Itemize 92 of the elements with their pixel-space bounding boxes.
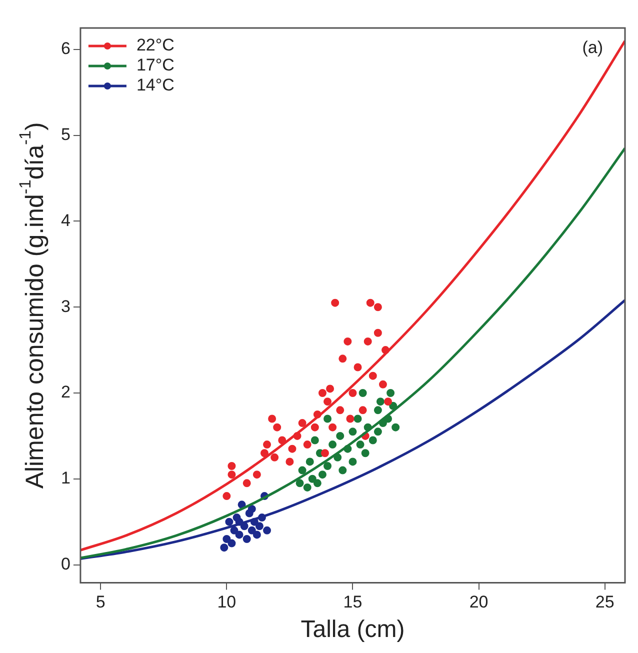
x-axis-title: Talla (cm) bbox=[300, 616, 405, 644]
point bbox=[320, 449, 329, 458]
point bbox=[378, 380, 387, 388]
point bbox=[331, 298, 340, 307]
point bbox=[242, 535, 251, 543]
point bbox=[235, 530, 244, 539]
point bbox=[248, 504, 256, 513]
point bbox=[346, 414, 354, 423]
legend-label: 14°C bbox=[136, 76, 174, 95]
point bbox=[356, 440, 364, 449]
x-tick-label: 5 bbox=[96, 592, 106, 612]
point bbox=[318, 470, 326, 479]
point bbox=[303, 440, 312, 449]
annotation: (a) bbox=[582, 38, 603, 58]
point bbox=[368, 372, 377, 380]
point bbox=[338, 466, 347, 474]
point bbox=[318, 389, 326, 397]
point bbox=[328, 423, 337, 432]
point bbox=[364, 337, 372, 346]
point bbox=[306, 458, 314, 466]
x-tick-label: 20 bbox=[469, 592, 488, 612]
point bbox=[338, 354, 347, 363]
y-tick-label: 4 bbox=[60, 210, 70, 230]
point bbox=[222, 492, 231, 500]
point bbox=[386, 389, 395, 397]
point bbox=[376, 398, 384, 406]
point bbox=[324, 462, 332, 470]
legend-label: 22°C bbox=[136, 36, 174, 55]
y-tick-label: 1 bbox=[60, 468, 70, 488]
point bbox=[268, 414, 276, 423]
legend-label: 17°C bbox=[136, 56, 174, 75]
y-tick-label: 3 bbox=[60, 296, 70, 316]
y-tick-label: 6 bbox=[60, 39, 70, 58]
point bbox=[326, 384, 334, 393]
point bbox=[384, 398, 392, 406]
point bbox=[310, 423, 319, 432]
point bbox=[358, 389, 367, 397]
point bbox=[313, 479, 322, 488]
point bbox=[303, 483, 312, 492]
y-tick-label: 5 bbox=[60, 125, 70, 144]
point bbox=[286, 458, 294, 466]
point bbox=[348, 458, 357, 466]
point bbox=[308, 474, 316, 483]
point bbox=[336, 406, 344, 414]
line-series bbox=[80, 298, 625, 560]
y-axis-title: Alimento consumido (g.ind-1día-1) bbox=[16, 122, 49, 489]
point bbox=[298, 419, 306, 428]
point bbox=[260, 449, 268, 458]
point bbox=[273, 423, 282, 432]
point bbox=[374, 328, 382, 337]
point bbox=[263, 440, 272, 449]
point bbox=[220, 544, 228, 552]
point bbox=[228, 470, 236, 479]
point bbox=[263, 526, 272, 534]
x-tick-label: 15 bbox=[343, 592, 362, 612]
point bbox=[248, 526, 256, 534]
point bbox=[344, 337, 352, 346]
point bbox=[252, 530, 261, 539]
point bbox=[270, 453, 279, 462]
y-tick-label: 2 bbox=[60, 382, 70, 402]
line-series bbox=[80, 146, 625, 560]
point bbox=[298, 466, 306, 474]
point bbox=[228, 539, 236, 548]
point bbox=[310, 436, 319, 444]
point bbox=[354, 363, 362, 372]
line-series bbox=[80, 40, 625, 552]
point bbox=[255, 522, 264, 530]
point bbox=[366, 298, 374, 307]
point bbox=[324, 398, 332, 406]
point bbox=[228, 462, 236, 470]
point bbox=[348, 389, 357, 397]
point bbox=[222, 535, 231, 543]
point bbox=[392, 423, 400, 432]
point bbox=[358, 406, 367, 414]
point bbox=[374, 406, 382, 414]
x-tick-label: 10 bbox=[217, 592, 236, 612]
point bbox=[324, 414, 332, 423]
point bbox=[328, 440, 337, 449]
point bbox=[374, 303, 382, 312]
point bbox=[242, 479, 251, 488]
point bbox=[361, 449, 370, 458]
x-tick-label: 25 bbox=[595, 592, 614, 612]
point bbox=[252, 470, 261, 479]
point bbox=[296, 479, 304, 488]
point bbox=[348, 428, 357, 436]
point bbox=[374, 428, 382, 436]
y-tick-label: 0 bbox=[60, 554, 70, 574]
point bbox=[368, 436, 377, 444]
point bbox=[225, 518, 234, 526]
point bbox=[354, 414, 362, 423]
point bbox=[336, 432, 344, 440]
point bbox=[288, 444, 296, 453]
